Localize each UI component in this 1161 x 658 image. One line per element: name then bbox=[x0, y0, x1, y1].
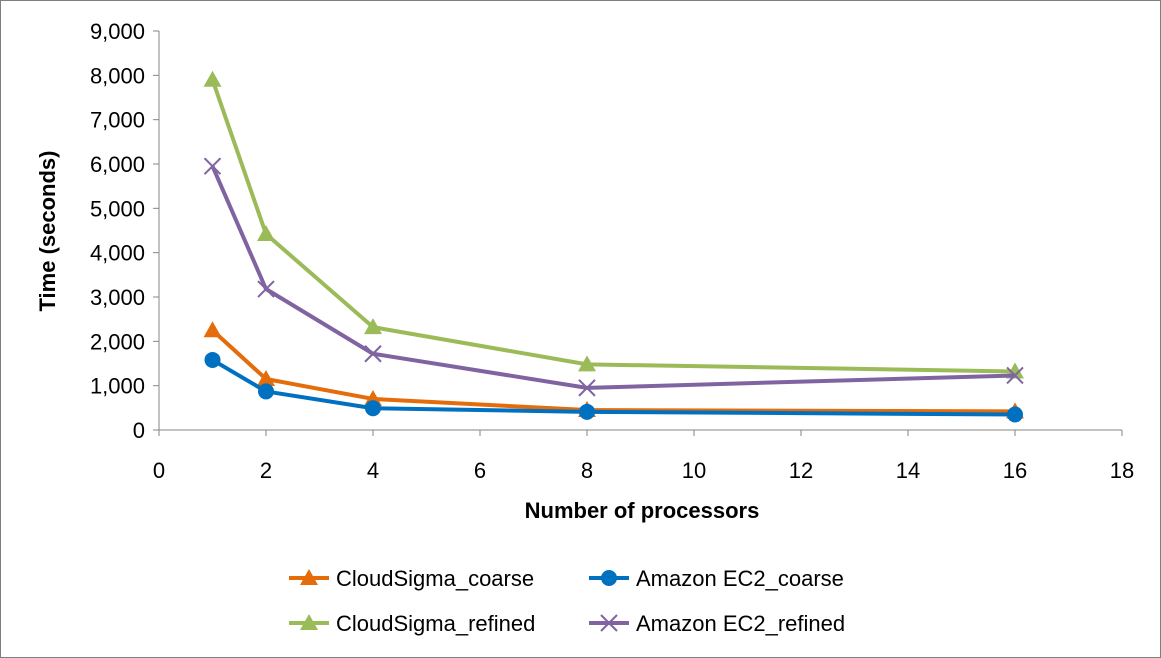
x-tick-label: 4 bbox=[367, 458, 379, 483]
y-tick-label: 1,000 bbox=[90, 374, 145, 399]
y-tick-label: 3,000 bbox=[90, 285, 145, 310]
data-point bbox=[257, 225, 275, 242]
y-tick-label: 4,000 bbox=[90, 241, 145, 266]
legend: CloudSigma_coarse Amazon EC2_coarse CloudS… bbox=[289, 566, 845, 636]
data-point bbox=[203, 321, 222, 338]
legend-label: Amazon EC2_coarse bbox=[636, 566, 844, 591]
axes: 0 1,000 2,000 3,000 4,000 5,000 6,000 7,000 8,00… bbox=[90, 19, 1134, 483]
series-amazon-ec2-refined bbox=[203, 157, 1024, 397]
data-point bbox=[1007, 406, 1023, 423]
legend-marker bbox=[300, 614, 318, 630]
legend-marker bbox=[300, 569, 318, 585]
y-tick-label: 7,000 bbox=[90, 108, 145, 133]
legend-label: Amazon EC2_refined bbox=[636, 611, 845, 636]
x-tick-label: 6 bbox=[474, 458, 486, 483]
series-amazon-ec2-coarse bbox=[204, 351, 1023, 423]
legend-label: CloudSigma_refined bbox=[336, 611, 535, 636]
data-point bbox=[365, 400, 381, 417]
data-point bbox=[258, 383, 274, 400]
x-axis-title: Number of processors bbox=[525, 498, 760, 523]
legend-marker bbox=[600, 614, 618, 632]
series-line bbox=[210, 165, 1016, 390]
x-tick-label: 18 bbox=[1110, 458, 1134, 483]
data-point bbox=[578, 355, 596, 372]
data-point bbox=[364, 318, 382, 335]
legend-item: Amazon EC2_refined bbox=[589, 611, 845, 636]
data-point bbox=[579, 403, 595, 420]
data-point bbox=[257, 370, 275, 387]
x-tick-label: 14 bbox=[896, 458, 920, 483]
data-point bbox=[204, 351, 221, 368]
y-tick-label: 9,000 bbox=[90, 19, 145, 44]
y-tick-label: 2,000 bbox=[90, 329, 145, 354]
legend-marker bbox=[601, 570, 617, 586]
data-point bbox=[203, 157, 222, 175]
data-point bbox=[203, 70, 222, 87]
x-tick-label: 0 bbox=[153, 458, 165, 483]
legend-label: CloudSigma_coarse bbox=[336, 566, 534, 591]
y-axis-title: Time (seconds) bbox=[35, 151, 60, 312]
x-tick-label: 2 bbox=[260, 458, 272, 483]
series-lines bbox=[203, 70, 1024, 423]
x-tick-label: 8 bbox=[581, 458, 593, 483]
x-tick-label: 16 bbox=[1003, 458, 1027, 483]
y-tick-label: 5,000 bbox=[90, 196, 145, 221]
legend-item: CloudSigma_coarse bbox=[289, 566, 534, 591]
legend-item: Amazon EC2_coarse bbox=[589, 566, 844, 591]
legend-item: CloudSigma_refined bbox=[289, 611, 535, 636]
series-cloudsigma-refined bbox=[203, 70, 1024, 379]
y-tick-label: 6,000 bbox=[90, 152, 145, 177]
data-point bbox=[1006, 366, 1024, 385]
y-tick-label: 8,000 bbox=[90, 63, 145, 88]
data-point bbox=[578, 379, 596, 397]
data-point bbox=[257, 280, 275, 298]
y-tick-label: 0 bbox=[133, 418, 145, 443]
x-tick-label: 12 bbox=[789, 458, 813, 483]
x-tick-label: 10 bbox=[682, 458, 706, 483]
data-point bbox=[364, 345, 382, 363]
